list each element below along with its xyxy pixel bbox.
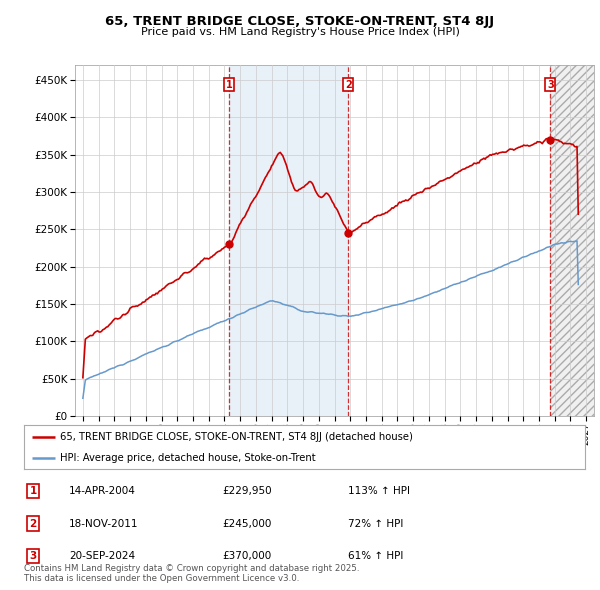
Text: 20-SEP-2024: 20-SEP-2024	[69, 551, 135, 561]
Text: 2: 2	[29, 519, 37, 529]
Text: Price paid vs. HM Land Registry's House Price Index (HPI): Price paid vs. HM Land Registry's House …	[140, 27, 460, 37]
Text: 113% ↑ HPI: 113% ↑ HPI	[348, 486, 410, 496]
Text: £229,950: £229,950	[222, 486, 272, 496]
Text: £245,000: £245,000	[222, 519, 271, 529]
Text: Contains HM Land Registry data © Crown copyright and database right 2025.
This d: Contains HM Land Registry data © Crown c…	[24, 563, 359, 583]
Text: 65, TRENT BRIDGE CLOSE, STOKE-ON-TRENT, ST4 8JJ: 65, TRENT BRIDGE CLOSE, STOKE-ON-TRENT, …	[106, 15, 494, 28]
Text: HPI: Average price, detached house, Stoke-on-Trent: HPI: Average price, detached house, Stok…	[61, 453, 316, 463]
Bar	[550, 65, 594, 416]
Text: 1: 1	[226, 80, 232, 90]
Text: 14-APR-2004: 14-APR-2004	[69, 486, 136, 496]
Text: 65, TRENT BRIDGE CLOSE, STOKE-ON-TRENT, ST4 8JJ (detached house): 65, TRENT BRIDGE CLOSE, STOKE-ON-TRENT, …	[61, 432, 413, 442]
Bar	[550, 65, 594, 416]
Bar	[229, 65, 349, 416]
Text: 3: 3	[29, 551, 37, 561]
Text: 61% ↑ HPI: 61% ↑ HPI	[348, 551, 403, 561]
Text: 18-NOV-2011: 18-NOV-2011	[69, 519, 139, 529]
Text: £370,000: £370,000	[222, 551, 271, 561]
Text: 72% ↑ HPI: 72% ↑ HPI	[348, 519, 403, 529]
Text: 3: 3	[547, 80, 554, 90]
Text: 1: 1	[29, 486, 37, 496]
Text: 2: 2	[345, 80, 352, 90]
